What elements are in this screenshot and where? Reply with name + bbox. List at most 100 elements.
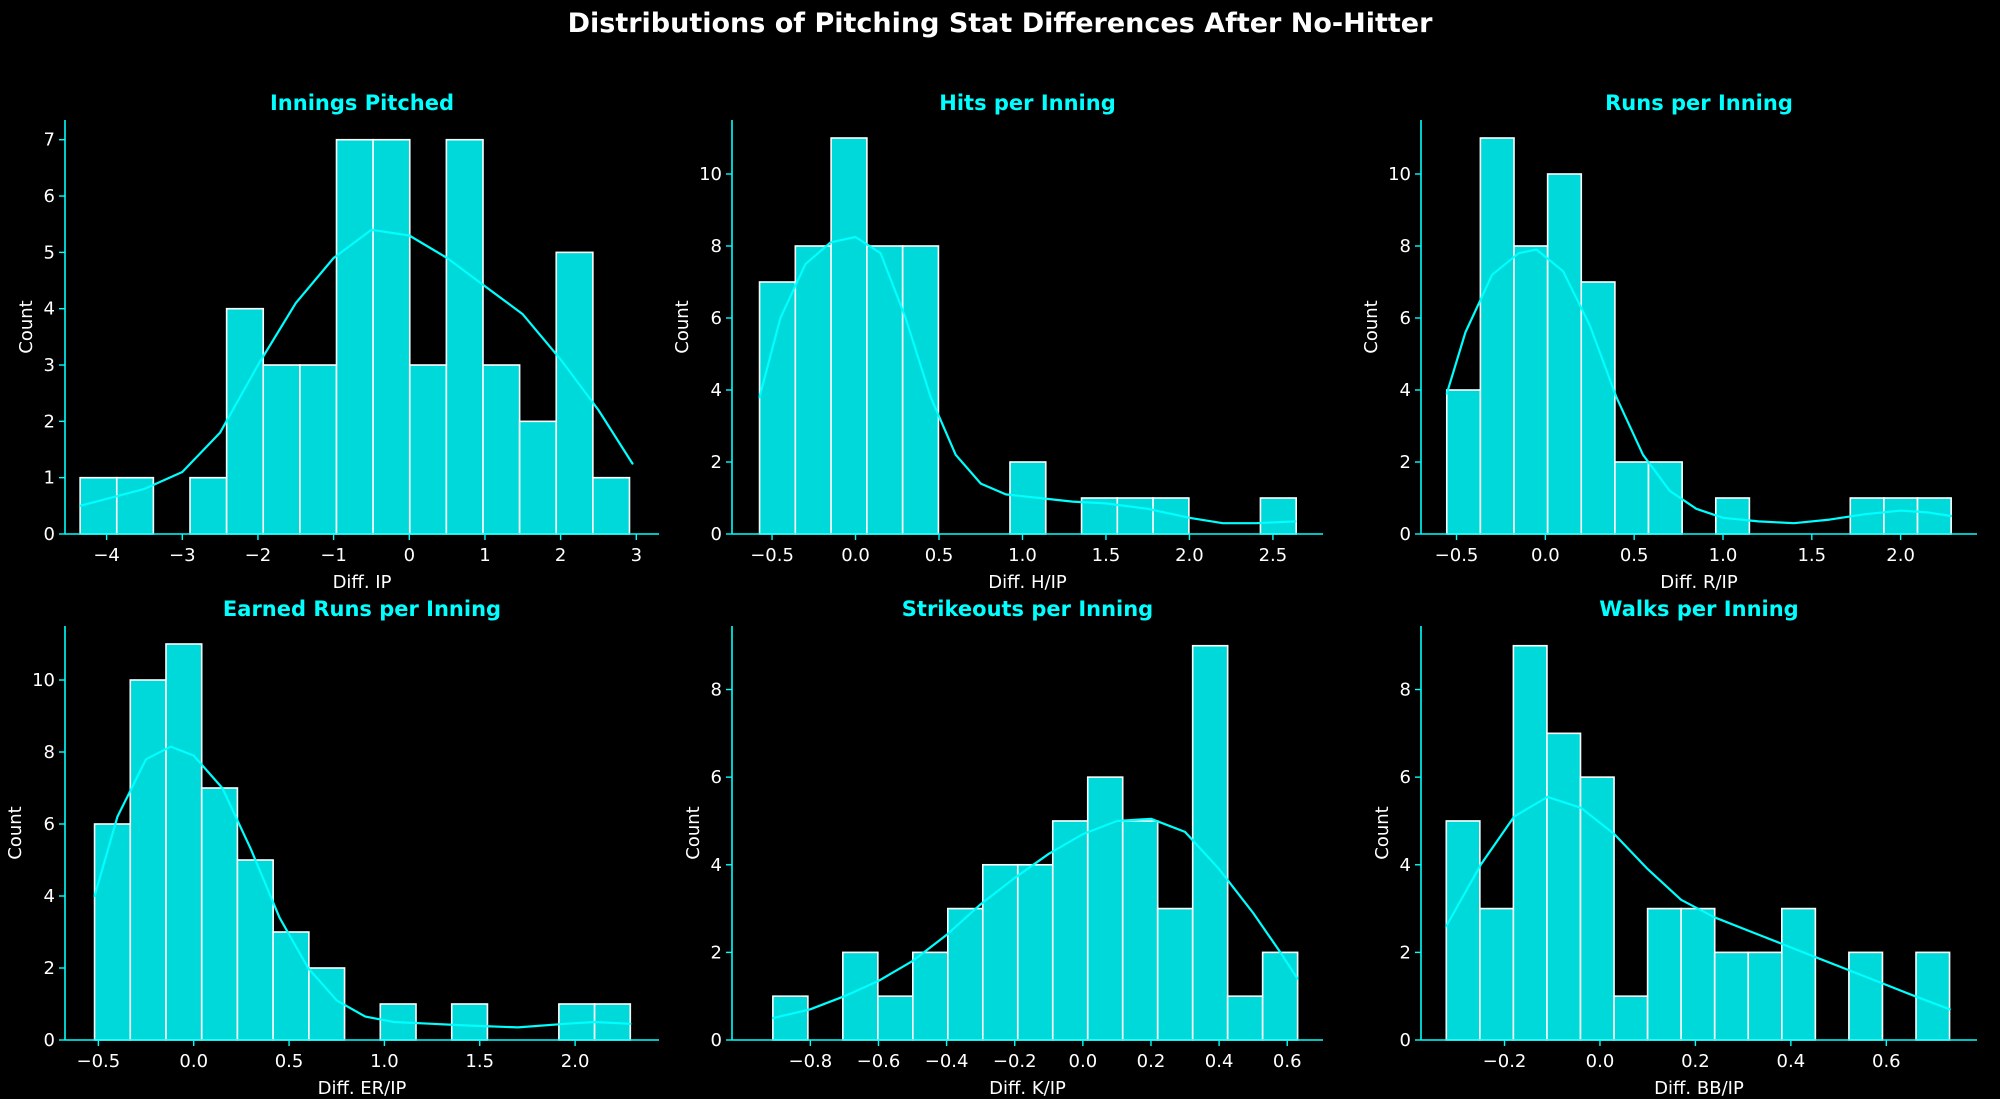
histogram-bar <box>299 364 338 535</box>
subplot-5: −0.8 −0.6 −0.4 −0.2 0.0 0.2 0.4 0.6 0 2 4 6 8 Strikeo… <box>683 597 1323 1099</box>
histogram-bar <box>1445 389 1482 535</box>
subplot-4: −0.5 0.0 0.5 1.0 1.5 2.0 0 2 4 6 8 10 Earned Runs pe… <box>5 597 659 1099</box>
x-tick-label: 2.0 <box>1175 545 1204 566</box>
histogram-bar <box>1848 951 1884 1041</box>
histogram-bar <box>1479 907 1515 1041</box>
x-tick-label: −1 <box>320 545 347 566</box>
histogram-bar <box>1883 497 1919 535</box>
histogram-bars <box>79 138 631 535</box>
x-tick-label: 2.0 <box>561 1051 590 1072</box>
x-tick-label: 0.0 <box>179 1051 208 1072</box>
figure-title: Distributions of Pitching Stat Differenc… <box>568 8 1434 39</box>
histogram-bar <box>1613 995 1649 1041</box>
histogram-bar <box>1259 497 1298 535</box>
subplot-title: Runs per Inning <box>1605 91 1793 115</box>
histogram-bar <box>901 245 940 535</box>
x-tick-label: −0.4 <box>925 1051 969 1072</box>
x-tick-label: 0.5 <box>275 1051 304 1072</box>
x-tick-label: 0.0 <box>1531 545 1560 566</box>
histogram-bar <box>946 907 984 1041</box>
x-axis-label: Diff. K/IP <box>989 1078 1066 1099</box>
histogram-bar <box>450 1003 489 1041</box>
x-tick-label: 0.2 <box>1137 1051 1166 1072</box>
kde-line <box>758 235 1297 525</box>
histogram-bar <box>1747 951 1783 1041</box>
histogram-bar <box>772 995 809 1041</box>
y-axis-label: Count <box>16 300 37 353</box>
x-tick-label: −0.5 <box>750 545 794 566</box>
subplot-title: Hits per Inning <box>939 91 1115 115</box>
y-tick-label: 6 <box>1400 308 1411 329</box>
y-tick-label: 2 <box>711 942 722 963</box>
y-tick-label: 3 <box>44 355 55 376</box>
histogram-bar <box>1116 497 1154 535</box>
x-tick-label: 0 <box>404 545 415 566</box>
y-tick-label: 0 <box>711 524 722 545</box>
subplot-title: Strikeouts per Inning <box>902 597 1153 621</box>
y-tick-label: 2 <box>1400 942 1411 963</box>
histogram-bar <box>1546 732 1582 1041</box>
histogram-bar <box>1580 281 1616 535</box>
y-tick-label: 7 <box>44 130 55 151</box>
y-axis-label: Count <box>1372 806 1393 859</box>
y-tick-label: 8 <box>711 680 722 701</box>
histogram-bar <box>1680 907 1716 1041</box>
histogram-bar <box>877 995 914 1041</box>
y-axis-label: Count <box>5 806 26 859</box>
x-tick-label: 2 <box>555 545 566 566</box>
histogram-bar <box>1086 776 1124 1041</box>
x-axis-label: Diff. BB/IP <box>1654 1078 1744 1099</box>
histogram-bar <box>592 476 631 535</box>
y-tick-label: 2 <box>44 411 55 432</box>
histogram-bar <box>1479 137 1515 535</box>
x-tick-label: 1.5 <box>1092 545 1121 566</box>
x-tick-label: 0.5 <box>1620 545 1649 566</box>
histogram-bar <box>189 476 228 535</box>
histogram-bar <box>165 643 203 1041</box>
x-axis-label: Diff. ER/IP <box>318 1078 407 1099</box>
histogram-bar <box>518 420 558 535</box>
x-tick-label: 0.4 <box>1205 1051 1234 1072</box>
histogram-bar <box>758 281 797 535</box>
histogram-bar <box>1579 776 1615 1041</box>
histogram-bar <box>842 951 879 1041</box>
y-tick-label: 2 <box>1400 452 1411 473</box>
x-tick-label: 1 <box>479 545 490 566</box>
y-tick-label: 10 <box>32 670 55 691</box>
histogram-bar <box>93 823 132 1041</box>
histogram-bar <box>200 787 239 1041</box>
x-tick-label: 1.5 <box>1797 545 1826 566</box>
x-tick-label: 0.6 <box>1273 1051 1302 1072</box>
histogram-bar <box>981 863 1019 1041</box>
y-tick-label: 4 <box>711 380 722 401</box>
histogram-bar <box>1512 644 1548 1041</box>
kde-line <box>78 228 634 507</box>
y-tick-label: 10 <box>699 164 722 185</box>
x-tick-label: −0.5 <box>77 1051 121 1072</box>
histogram-bar <box>225 307 265 535</box>
histogram-bar <box>830 137 868 535</box>
y-tick-label: 5 <box>44 242 55 263</box>
histogram-bar <box>79 476 118 535</box>
y-tick-label: 6 <box>711 767 722 788</box>
histogram-bar <box>272 931 310 1041</box>
subplot-title: Innings Pitched <box>270 91 454 115</box>
histogram-bar <box>482 364 521 535</box>
histogram-bar <box>1261 951 1299 1041</box>
x-tick-label: −3 <box>169 545 196 566</box>
histogram-bar <box>1646 907 1682 1041</box>
histogram-bar <box>794 245 832 535</box>
y-tick-label: 0 <box>1400 524 1411 545</box>
y-tick-label: 4 <box>1400 380 1411 401</box>
y-tick-label: 4 <box>711 855 722 876</box>
histogram-bar <box>408 364 448 535</box>
y-tick-label: 0 <box>44 1030 55 1051</box>
histogram-bar <box>1513 245 1549 535</box>
kde-line <box>1445 248 1953 525</box>
y-tick-label: 6 <box>44 814 55 835</box>
x-tick-label: 0.6 <box>1872 1051 1901 1072</box>
histogram-bar <box>912 951 949 1041</box>
x-tick-label: 2.0 <box>1886 545 1915 566</box>
y-tick-label: 0 <box>711 1030 722 1051</box>
histogram-bar <box>1191 644 1229 1041</box>
